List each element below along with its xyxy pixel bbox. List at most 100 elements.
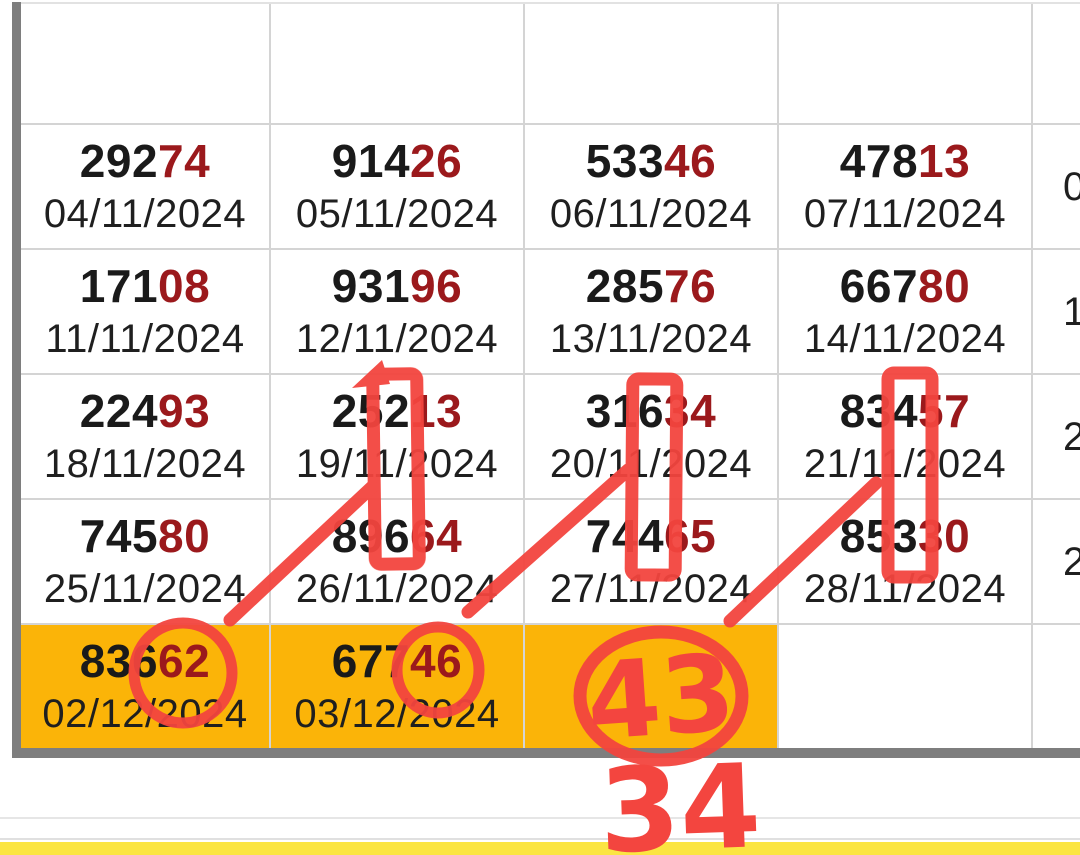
number-prefix: 224 bbox=[79, 384, 159, 437]
result-cell-r4-c0: 74580 25/11/2024 bbox=[21, 500, 271, 625]
number-suffix: 93 bbox=[158, 384, 211, 437]
result-cell-r3-c4: 2 bbox=[1033, 375, 1080, 500]
result-cell-r0-c1 bbox=[271, 4, 525, 125]
number-prefix: 667 bbox=[839, 259, 919, 312]
number-suffix: 80 bbox=[918, 259, 971, 312]
result-cell-r3-c1: 25213 19/11/2024 bbox=[271, 375, 525, 500]
number-suffix: 08 bbox=[158, 259, 211, 312]
draw-date: 11/11/2024 bbox=[45, 316, 245, 361]
result-cell-r3-c2: 31634 20/11/2024 bbox=[525, 375, 779, 500]
draw-number: 91426 bbox=[332, 137, 462, 185]
result-cell-r2-c1: 93196 12/11/2024 bbox=[271, 250, 525, 375]
draw-date: 14/11/2024 bbox=[803, 316, 1007, 361]
draw-date: 03/12/2024 bbox=[294, 691, 500, 736]
number-prefix: 745 bbox=[79, 509, 159, 562]
result-cell-r0-c4 bbox=[1033, 4, 1080, 125]
yellow-strip bbox=[0, 842, 1080, 855]
number-suffix: 65 bbox=[664, 509, 717, 562]
draw-date: 1 bbox=[1063, 289, 1080, 334]
draw-number: 53346 bbox=[586, 137, 716, 185]
result-cell-r2-c4: 1 bbox=[1033, 250, 1080, 375]
draw-number: 74465 bbox=[586, 512, 716, 560]
number-prefix: 316 bbox=[585, 384, 665, 437]
result-cell-r4-c2: 74465 27/11/2024 bbox=[525, 500, 779, 625]
result-cell-r5-c4 bbox=[1033, 625, 1080, 750]
result-cell-r5-c0: 83662 02/12/2024 bbox=[21, 625, 271, 750]
draw-date: 2 bbox=[1063, 414, 1080, 459]
table-left-border bbox=[12, 2, 21, 758]
draw-date: 13/11/2024 bbox=[549, 316, 753, 361]
number-suffix: 46 bbox=[664, 134, 717, 187]
draw-number: 83457 bbox=[840, 387, 970, 435]
draw-date: 18/11/2024 bbox=[43, 441, 247, 486]
draw-date: 21/11/2024 bbox=[803, 441, 1007, 486]
result-cell-r5-c2 bbox=[525, 625, 779, 750]
number-prefix: 914 bbox=[331, 134, 411, 187]
number-prefix: 285 bbox=[585, 259, 665, 312]
draw-date: 19/11/2024 bbox=[295, 441, 499, 486]
draw-number: 89664 bbox=[332, 512, 462, 560]
result-cell-r4-c1: 89664 26/11/2024 bbox=[271, 500, 525, 625]
result-cell-r4-c3: 85330 28/11/2024 bbox=[779, 500, 1033, 625]
number-prefix: 853 bbox=[839, 509, 919, 562]
draw-date: 07/11/2024 bbox=[803, 191, 1007, 236]
draw-number: 74580 bbox=[80, 512, 210, 560]
result-cell-r3-c0: 22493 18/11/2024 bbox=[21, 375, 271, 500]
result-cell-r2-c0: 17108 11/11/2024 bbox=[21, 250, 271, 375]
number-prefix: 252 bbox=[331, 384, 411, 437]
result-cell-r0-c0 bbox=[21, 4, 271, 125]
result-cell-r3-c3: 83457 21/11/2024 bbox=[779, 375, 1033, 500]
number-suffix: 64 bbox=[410, 509, 463, 562]
number-suffix: 13 bbox=[918, 134, 971, 187]
number-suffix: 46 bbox=[410, 634, 463, 687]
draw-date: 04/11/2024 bbox=[43, 191, 247, 236]
draw-number: 85330 bbox=[840, 512, 970, 560]
result-cell-r5-c3 bbox=[779, 625, 1033, 750]
draw-number: 67746 bbox=[332, 637, 462, 685]
result-cell-r0-c3 bbox=[779, 4, 1033, 125]
number-prefix: 478 bbox=[839, 134, 919, 187]
draw-number: 22493 bbox=[80, 387, 210, 435]
number-prefix: 171 bbox=[79, 259, 159, 312]
result-cell-r0-c2 bbox=[525, 4, 779, 125]
number-prefix: 292 bbox=[79, 134, 159, 187]
result-cell-r1-c0: 29274 04/11/2024 bbox=[21, 125, 271, 250]
draw-number: 93196 bbox=[332, 262, 462, 310]
draw-number: 31634 bbox=[586, 387, 716, 435]
result-cell-r2-c3: 66780 14/11/2024 bbox=[779, 250, 1033, 375]
result-cell-r5-c1: 67746 03/12/2024 bbox=[271, 625, 525, 750]
number-prefix: 931 bbox=[331, 259, 411, 312]
draw-number: 66780 bbox=[840, 262, 970, 310]
draw-date: 26/11/2024 bbox=[295, 566, 499, 611]
draw-number: 25213 bbox=[332, 387, 462, 435]
draw-date: 05/11/2024 bbox=[295, 191, 499, 236]
number-prefix: 836 bbox=[79, 634, 159, 687]
result-cell-r4-c4: 2 bbox=[1033, 500, 1080, 625]
horizontal-divider-2 bbox=[0, 838, 1080, 840]
draw-number: 17108 bbox=[80, 262, 210, 310]
results-table: 29274 04/11/2024 91426 05/11/2024 53346 06/11… bbox=[21, 2, 1080, 750]
number-suffix: 62 bbox=[158, 634, 211, 687]
number-prefix: 896 bbox=[331, 509, 411, 562]
number-prefix: 744 bbox=[585, 509, 665, 562]
number-prefix: 834 bbox=[839, 384, 919, 437]
draw-date: 25/11/2024 bbox=[43, 566, 247, 611]
draw-date: 28/11/2024 bbox=[803, 566, 1007, 611]
table-bottom-border bbox=[12, 748, 1080, 758]
result-cell-r1-c1: 91426 05/11/2024 bbox=[271, 125, 525, 250]
result-cell-r2-c2: 28576 13/11/2024 bbox=[525, 250, 779, 375]
draw-date: 0 bbox=[1063, 164, 1080, 209]
draw-date: 20/11/2024 bbox=[549, 441, 753, 486]
draw-date: 2 bbox=[1063, 539, 1080, 584]
result-cell-r1-c4: 0 bbox=[1033, 125, 1080, 250]
number-prefix: 677 bbox=[331, 634, 411, 687]
number-suffix: 34 bbox=[664, 384, 717, 437]
number-suffix: 96 bbox=[410, 259, 463, 312]
draw-number: 83662 bbox=[80, 637, 210, 685]
number-suffix: 13 bbox=[410, 384, 463, 437]
number-suffix: 76 bbox=[664, 259, 717, 312]
number-suffix: 26 bbox=[410, 134, 463, 187]
draw-date: 12/11/2024 bbox=[295, 316, 499, 361]
draw-date: 27/11/2024 bbox=[549, 566, 753, 611]
draw-date: 06/11/2024 bbox=[549, 191, 753, 236]
